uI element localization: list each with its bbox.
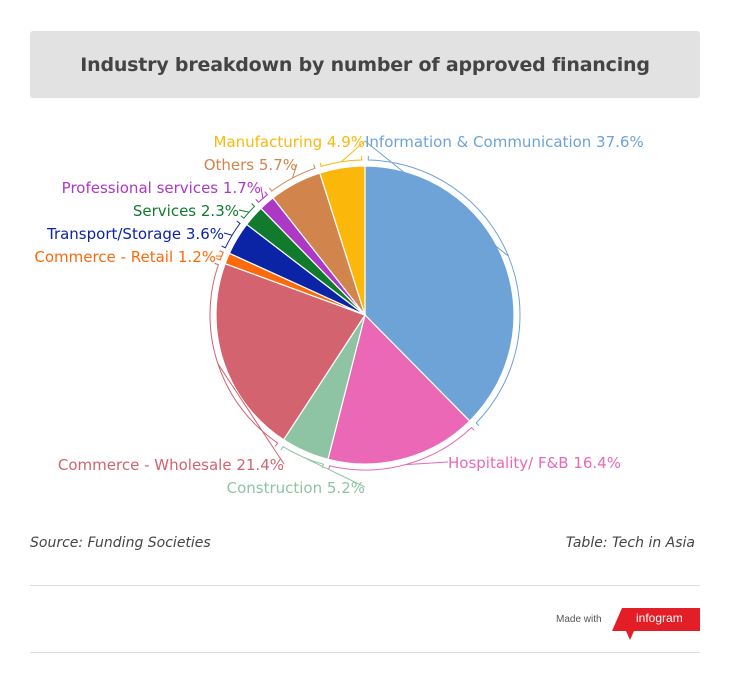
slice-label-commerce-wholesale: Commerce - Wholesale 21.4%: [58, 456, 284, 474]
footer-divider-bottom: [30, 652, 700, 653]
slice-label-manufacturing: Manufacturing 4.9%: [214, 133, 366, 151]
source-note: Source: Funding Societies: [30, 535, 211, 551]
pie-slices: [215, 165, 515, 465]
connector-information-communication: [364, 140, 521, 427]
chart-title: Industry breakdown by number of approved…: [80, 53, 650, 76]
connector-others: [269, 163, 316, 192]
footer-divider-top: [30, 585, 700, 586]
connector-hospitality-f-b: [328, 426, 475, 471]
pie-slice-hospitality-f-b[interactable]: [327, 314, 471, 465]
slice-label-commerce-retail: Commerce - Retail 1.2%: [34, 248, 216, 266]
slice-labels: Information & Communication 37.6% Hospita…: [34, 133, 643, 497]
connector-transport-storage: [221, 220, 241, 249]
connector-commerce-wholesale: [209, 262, 285, 465]
slice-label-hospitality-f-b: Hospitality/ F&B 16.4%: [448, 454, 621, 472]
slice-label-professional-services: Professional services 1.7%: [62, 179, 261, 197]
pie-slice-information-communication[interactable]: [364, 165, 515, 422]
slice-label-services: Services 2.3%: [133, 202, 239, 220]
connector-construction: [280, 445, 366, 488]
pie-slice-commerce-wholesale[interactable]: [215, 263, 366, 441]
connector-manufacturing: [319, 140, 366, 167]
label-connectors: [209, 140, 521, 488]
title-box: Industry breakdown by number of approved…: [30, 31, 700, 98]
infogram-logo[interactable]: infogram: [612, 608, 700, 640]
table-credit: Table: Tech in Asia: [565, 535, 695, 551]
slice-label-construction: Construction 5.2%: [227, 479, 365, 497]
pie-slice-manufacturing[interactable]: [319, 165, 366, 316]
infogram-logo-text: infogram: [636, 611, 683, 625]
slice-label-information-communication: Information & Communication 37.6%: [365, 133, 644, 151]
infogram-logo-shape: [612, 608, 700, 640]
slice-label-transport-storage: Transport/Storage 3.6%: [46, 225, 224, 243]
connector-commerce-retail: [215, 250, 224, 261]
made-with-label: Made with: [556, 614, 602, 625]
slice-label-others: Others 5.7%: [204, 156, 297, 174]
connector-professional-services: [255, 186, 268, 204]
connector-services: [238, 203, 256, 219]
